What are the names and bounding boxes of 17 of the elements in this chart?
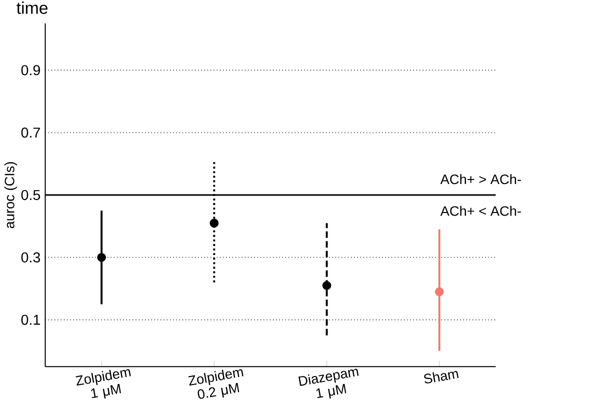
point xyxy=(210,218,219,228)
point xyxy=(322,280,332,290)
point xyxy=(97,252,106,262)
x-tick-label: Zolpidem 0.2 μM xyxy=(188,369,244,399)
y-tick-label: 0.7 xyxy=(21,127,40,138)
y-axis-title: auroc (CIs) xyxy=(4,162,18,228)
y-tick-label: 0.5 xyxy=(21,190,40,200)
y-tick-label: 0.3 xyxy=(21,252,40,262)
point xyxy=(434,287,444,296)
annotation: ACh+ < ACh- xyxy=(440,206,521,216)
chart-title: time xyxy=(16,1,48,14)
y-tick-label: 0.9 xyxy=(21,65,40,76)
x-tick-label: Zolpidem 1 μM xyxy=(76,369,131,398)
x-tick-label: Sham xyxy=(424,370,459,384)
ref-line-label: ACh+ > ACh- xyxy=(440,174,521,184)
y-tick-label: 0.1 xyxy=(21,314,40,325)
x-tick-label: Diazepam 1 μM xyxy=(298,368,359,398)
